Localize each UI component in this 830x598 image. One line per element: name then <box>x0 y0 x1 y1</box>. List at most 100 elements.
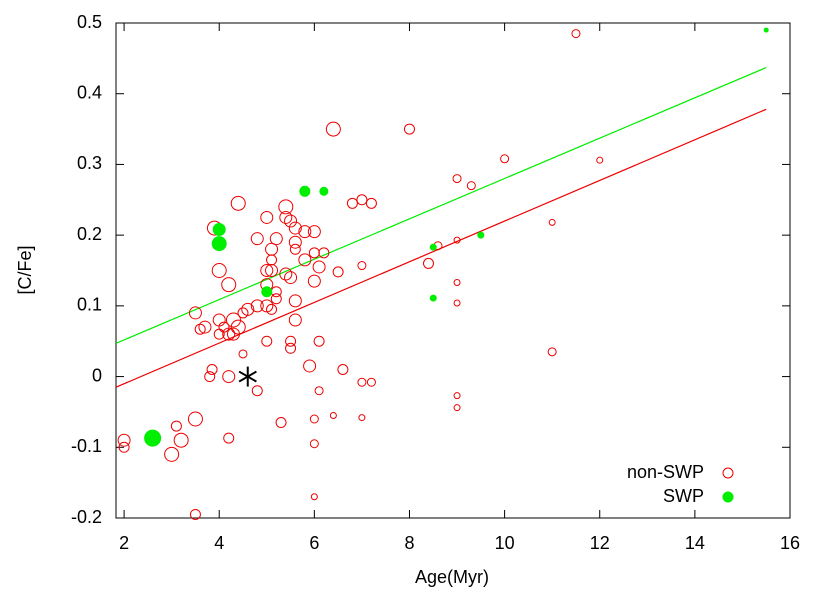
data-point <box>477 231 485 239</box>
data-point <box>187 411 203 427</box>
data-point <box>164 446 180 462</box>
data-point <box>288 221 302 235</box>
data-point <box>230 195 246 211</box>
data-point <box>285 342 297 354</box>
data-point <box>221 277 237 293</box>
data-point <box>288 294 302 308</box>
data-point <box>261 335 273 347</box>
data-point <box>285 335 297 347</box>
data-point <box>223 432 235 444</box>
data-point <box>279 267 293 281</box>
x-tick-label: 8 <box>404 533 414 553</box>
data-point <box>358 414 366 422</box>
data-point <box>303 359 317 373</box>
data-point <box>189 508 201 520</box>
data-point <box>365 197 377 209</box>
data-point <box>571 29 581 39</box>
data-point <box>298 253 312 267</box>
data-point <box>289 243 301 255</box>
data-point <box>284 271 298 285</box>
data-point <box>403 123 415 135</box>
data-point <box>260 264 274 277</box>
data-point <box>548 218 556 226</box>
data-point <box>212 313 226 327</box>
y-tick-label: 0.1 <box>77 295 102 315</box>
data-point <box>423 257 435 269</box>
data-point <box>211 236 227 252</box>
data-point <box>298 225 312 239</box>
data-point <box>204 371 216 383</box>
y-tick-label: 0.3 <box>77 153 102 173</box>
x-tick-label: 6 <box>309 533 319 553</box>
x-tick-label: 2 <box>119 533 129 553</box>
data-point <box>188 306 202 320</box>
data-point <box>206 364 218 375</box>
data-point <box>288 313 302 327</box>
plot-frame <box>115 22 791 519</box>
data-point <box>265 264 279 277</box>
data-point <box>356 194 368 206</box>
data-point <box>453 236 461 244</box>
data-point <box>325 121 341 137</box>
data-point <box>299 185 311 197</box>
data-point <box>312 260 326 274</box>
data-point <box>269 232 283 246</box>
legend-label: SWP <box>663 486 704 506</box>
marker-stroke <box>238 370 257 383</box>
data-point <box>278 199 294 215</box>
data-point <box>453 299 461 307</box>
data-point <box>500 154 510 164</box>
y-tick-label: 0.5 <box>77 12 102 32</box>
data-point <box>357 261 367 271</box>
y-axis-label: [C/Fe] <box>15 245 35 294</box>
data-point <box>309 439 319 449</box>
data-point <box>222 370 236 384</box>
data-point <box>337 364 349 375</box>
data-point <box>173 432 189 448</box>
data-point <box>366 377 376 387</box>
data-point <box>241 302 255 316</box>
data-point <box>318 247 330 259</box>
legend-symbol <box>722 491 734 503</box>
legend-symbol <box>722 467 734 479</box>
data-point <box>357 377 367 387</box>
y-tick-label: -0.1 <box>71 436 102 456</box>
data-point <box>117 433 131 447</box>
data-point <box>261 286 273 298</box>
data-point <box>429 294 437 302</box>
data-point <box>212 222 226 236</box>
data-point <box>429 243 437 251</box>
data-point <box>596 156 604 164</box>
data-point <box>763 27 769 33</box>
data-point <box>251 385 263 397</box>
data-point <box>275 417 287 429</box>
legend-label: non-SWP <box>627 462 704 482</box>
data-point <box>118 441 130 453</box>
data-point <box>313 335 325 347</box>
data-point <box>319 186 329 196</box>
data-point <box>260 210 274 224</box>
x-tick-label: 16 <box>780 533 800 553</box>
data-point <box>266 303 278 315</box>
y-tick-label: 0 <box>92 365 102 385</box>
data-point <box>222 327 236 341</box>
data-point <box>144 429 162 447</box>
data-point <box>170 420 182 432</box>
data-point <box>198 320 212 334</box>
data-point <box>453 279 461 287</box>
data-point <box>453 404 461 412</box>
data-point <box>346 197 358 209</box>
data-point <box>211 263 227 278</box>
data-point <box>279 210 293 224</box>
data-point <box>466 181 476 191</box>
data-point <box>452 174 462 184</box>
data-point <box>270 293 282 305</box>
data-point <box>310 493 318 501</box>
y-tick-label: 0.4 <box>77 82 102 102</box>
data-point <box>238 349 248 359</box>
y-tick-label: 0.2 <box>77 224 102 244</box>
x-axis-label: Age(Myr) <box>415 567 489 587</box>
y-tick-label: -0.2 <box>71 507 102 527</box>
data-point <box>308 247 320 259</box>
data-point <box>329 411 337 419</box>
